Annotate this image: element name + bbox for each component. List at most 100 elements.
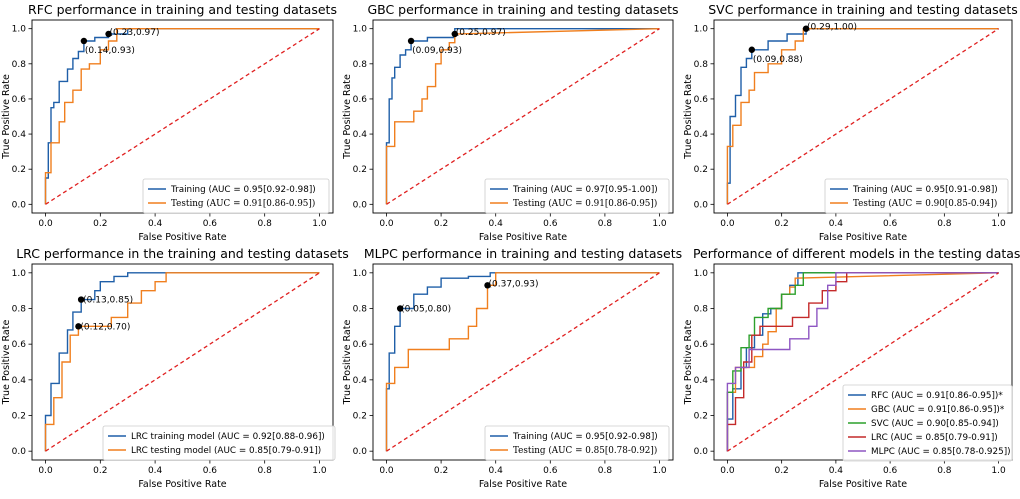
roc-curve-2 bbox=[44, 272, 320, 452]
cutoff-point bbox=[105, 30, 112, 38]
x-tick-label: 0.2 bbox=[774, 466, 788, 476]
cutoff-point bbox=[802, 25, 810, 32]
x-tick-label: 0.2 bbox=[434, 466, 448, 476]
x-tick-label: 1.0 bbox=[312, 466, 327, 476]
chart-title: LRC performance in the training and test… bbox=[16, 246, 349, 261]
x-tick-label: 0.0 bbox=[379, 466, 394, 476]
chart-panel-5: MLPC performance in training and testing… bbox=[342, 246, 682, 490]
legend-entry: Testing (AUC = 0.90[0.85-0.94]) bbox=[853, 198, 997, 209]
y-tick-label: 0.0 bbox=[12, 447, 27, 457]
roc-curve-1 bbox=[385, 28, 660, 205]
roc-curve-1 bbox=[385, 272, 660, 452]
y-tick-label: 0.6 bbox=[12, 95, 27, 105]
y-tick-label: 1.0 bbox=[694, 269, 709, 279]
legend-box bbox=[142, 178, 330, 214]
roc-curve-1 bbox=[44, 272, 320, 452]
x-axis-label: False Positive Rate bbox=[819, 479, 907, 490]
cutoff-label: (0.05,0.80) bbox=[401, 304, 451, 314]
cutoff-label: (0.29,1.00) bbox=[807, 23, 857, 33]
cutoff-point bbox=[77, 296, 85, 303]
x-tick-label: 1.0 bbox=[991, 466, 1006, 476]
roc-curve-5 bbox=[726, 272, 999, 452]
x-tick-label: 0.8 bbox=[937, 219, 952, 229]
y-tick-label: 0.6 bbox=[694, 95, 709, 105]
x-tick-label: 0.4 bbox=[829, 219, 844, 229]
x-tick-label: 0.8 bbox=[258, 219, 273, 229]
legend-entry: Training (AUC = 0.95[0.92-0.98]) bbox=[512, 432, 658, 442]
cutoff-point bbox=[748, 46, 756, 53]
y-tick-label: 0.0 bbox=[12, 200, 27, 210]
x-axis-label: False Positive Rate bbox=[819, 232, 907, 243]
y-axis-label: True Positive Rate bbox=[342, 320, 353, 406]
legend-entry: LRC testing model (AUC = 0.85[0.79-0.91]… bbox=[131, 446, 321, 456]
y-tick-label: 0.0 bbox=[694, 447, 709, 457]
legend-entry: Testing (AUC = 0.91[0.86-0.95]) bbox=[171, 198, 315, 209]
cutoff-point bbox=[75, 323, 82, 330]
x-tick-label: 0.6 bbox=[883, 219, 898, 229]
x-axis-label: False Positive Rate bbox=[479, 479, 567, 490]
y-tick-label: 0.8 bbox=[12, 60, 27, 70]
chart-panel-2: GBC performance in training and testing … bbox=[342, 2, 679, 243]
y-tick-label: 1.0 bbox=[694, 25, 709, 35]
cutoff-label: (0.25,0.97) bbox=[456, 28, 506, 38]
chart-title: GBC performance in training and testing … bbox=[367, 2, 678, 17]
x-axis-label: False Positive Rate bbox=[479, 232, 567, 243]
roc-curve-2 bbox=[726, 28, 999, 205]
legend-box bbox=[102, 425, 336, 461]
cutoff-point bbox=[407, 37, 415, 45]
chart-title: MLPC performance in training and testing… bbox=[364, 246, 682, 261]
x-tick-label: 0.4 bbox=[489, 466, 504, 476]
legend-box bbox=[484, 425, 670, 461]
chart-panel-6: Performance of different models in the t… bbox=[683, 246, 1020, 490]
x-tick-label: 0.2 bbox=[93, 466, 107, 476]
x-axis-label: False Positive Rate bbox=[138, 232, 226, 243]
x-tick-label: 1.0 bbox=[312, 219, 327, 229]
x-tick-label: 0.2 bbox=[774, 219, 788, 229]
y-tick-label: 0.2 bbox=[12, 165, 26, 175]
legend-entry: LRC (AUC = 0.85[0.79-0.91]) bbox=[871, 433, 998, 443]
y-tick-label: 0.4 bbox=[353, 130, 368, 140]
chart-title: SVC performance in training and testing … bbox=[708, 2, 1018, 17]
cutoff-point bbox=[451, 30, 458, 38]
x-tick-label: 0.4 bbox=[829, 466, 844, 476]
y-axis-label: True Positive Rate bbox=[342, 74, 353, 160]
y-axis-label: True Positive Rate bbox=[1, 320, 12, 406]
chance-diagonal-line bbox=[386, 272, 660, 452]
roc-curve-2 bbox=[385, 28, 660, 205]
x-tick-label: 1.0 bbox=[652, 219, 667, 229]
y-tick-label: 0.0 bbox=[353, 200, 368, 210]
y-tick-label: 0.6 bbox=[12, 340, 27, 350]
roc-curve-1 bbox=[726, 28, 999, 205]
y-tick-label: 0.8 bbox=[12, 304, 27, 314]
x-tick-label: 0.0 bbox=[720, 219, 735, 229]
y-tick-label: 1.0 bbox=[353, 25, 368, 35]
y-tick-label: 0.4 bbox=[12, 130, 27, 140]
y-tick-label: 0.8 bbox=[353, 60, 368, 70]
y-tick-label: 0.2 bbox=[694, 165, 708, 175]
y-tick-label: 0.6 bbox=[353, 95, 368, 105]
legend-box bbox=[484, 178, 670, 214]
legend-entry: GBC (AUC = 0.91[0.86-0.95])* bbox=[871, 405, 1005, 415]
y-tick-label: 0.0 bbox=[694, 200, 709, 210]
chance-diagonal-line bbox=[45, 28, 320, 205]
x-tick-label: 0.0 bbox=[38, 466, 53, 476]
legend-entry: Testing (AUC = 0.91[0.86-0.95]) bbox=[513, 198, 657, 209]
legend-entry: LRC training model (AUC = 0.92[0.88-0.96… bbox=[131, 432, 325, 442]
y-tick-label: 0.2 bbox=[12, 412, 26, 422]
legend-entry: Training (AUC = 0.97[0.95-1.00]) bbox=[512, 185, 658, 195]
x-tick-label: 0.2 bbox=[434, 219, 448, 229]
y-tick-label: 1.0 bbox=[12, 269, 27, 279]
x-tick-label: 0.6 bbox=[203, 466, 218, 476]
y-tick-label: 0.8 bbox=[694, 60, 709, 70]
y-tick-label: 1.0 bbox=[12, 25, 27, 35]
x-tick-label: 0.8 bbox=[258, 466, 273, 476]
x-tick-label: 0.2 bbox=[93, 219, 107, 229]
y-tick-label: 0.8 bbox=[694, 304, 709, 314]
x-tick-label: 0.6 bbox=[883, 466, 898, 476]
y-tick-label: 0.4 bbox=[694, 376, 709, 386]
legend-box bbox=[842, 384, 1013, 462]
x-tick-label: 1.0 bbox=[652, 466, 667, 476]
chart-title: RFC performance in training and testing … bbox=[28, 2, 337, 17]
chart-panel-3: SVC performance in training and testing … bbox=[683, 2, 1018, 243]
